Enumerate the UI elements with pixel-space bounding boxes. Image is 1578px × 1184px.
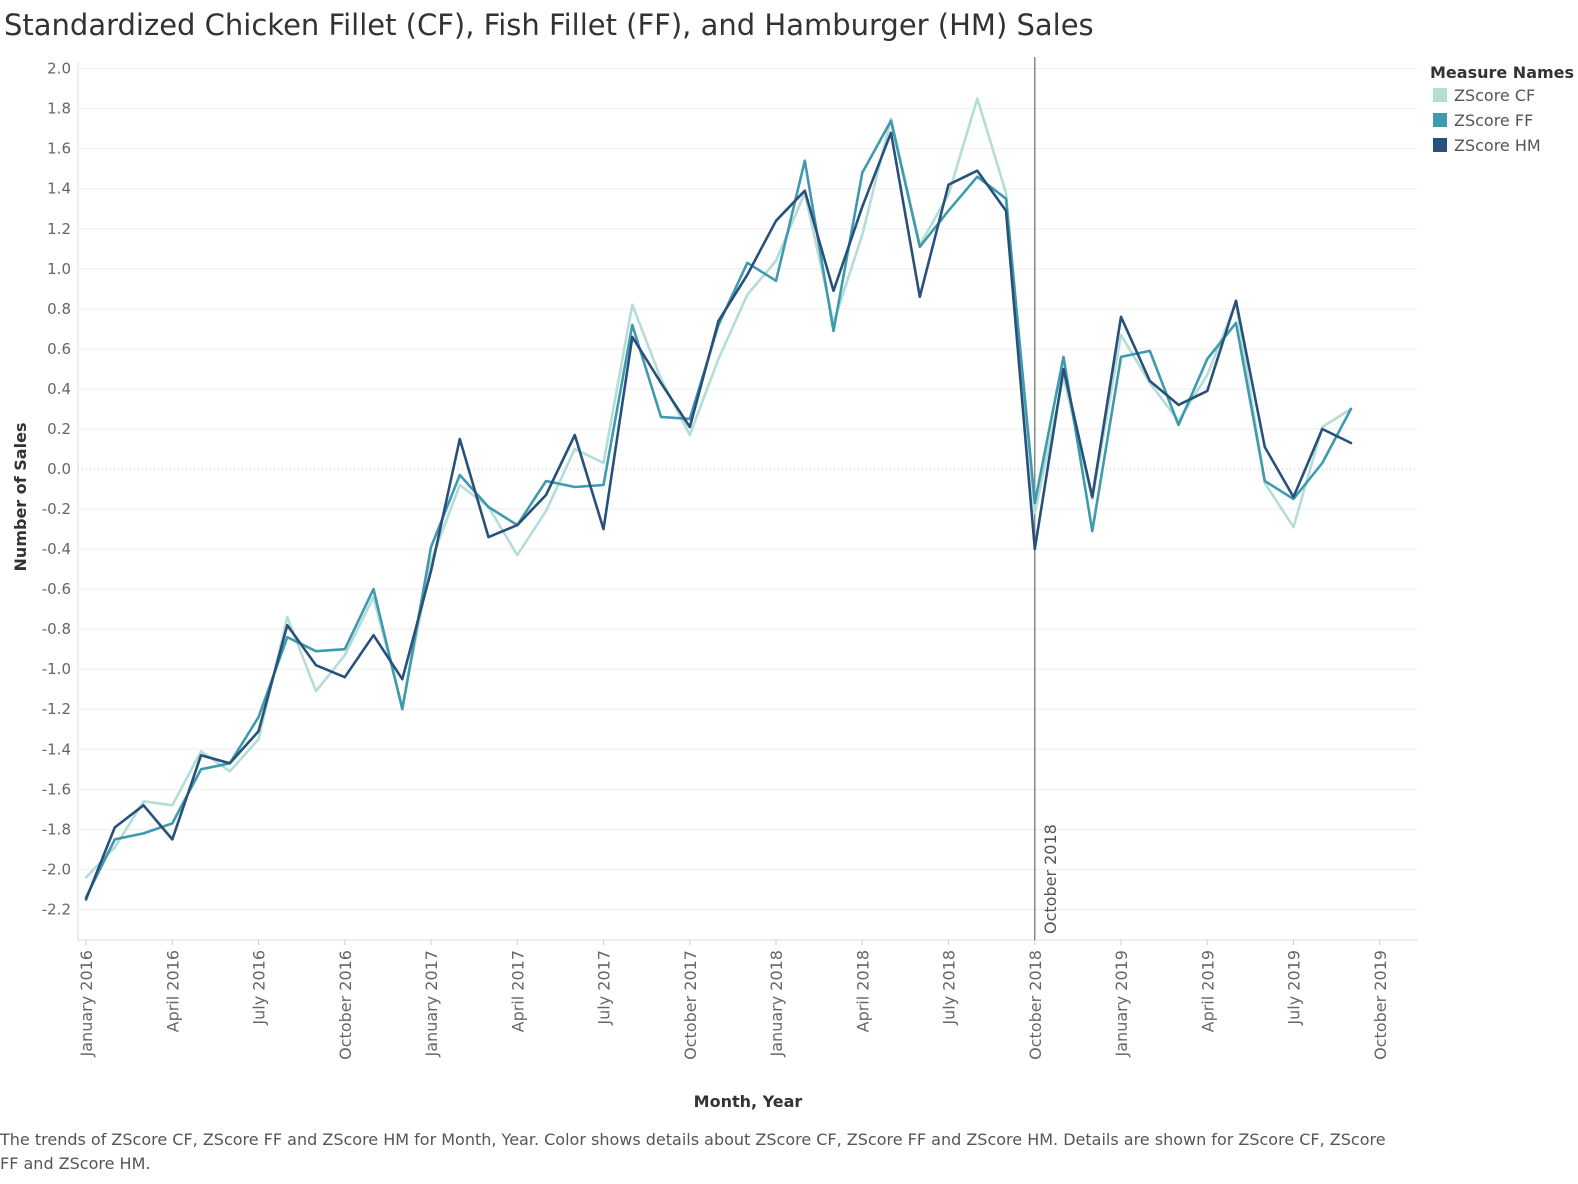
y-tick-label: -1.0: [42, 660, 71, 678]
reference-line-label: October 2018: [1041, 824, 1060, 934]
legend-swatch[interactable]: [1433, 138, 1447, 152]
x-axis-title: Month, Year: [694, 1092, 803, 1111]
y-tick-label: -2.0: [42, 860, 71, 878]
y-tick-label: 2.0: [47, 60, 71, 78]
y-tick-label: -1.6: [42, 780, 71, 798]
y-tick-label: -2.2: [42, 900, 71, 918]
y-tick-label: -1.2: [42, 700, 71, 718]
x-tick-label: July 2019: [1285, 950, 1304, 1026]
y-tick-label: 1.0: [47, 260, 71, 278]
y-tick-label: 1.8: [47, 100, 71, 118]
x-tick-label: October 2016: [336, 950, 355, 1060]
legend-swatch[interactable]: [1433, 113, 1447, 127]
x-tick-label: April 2018: [853, 950, 872, 1032]
x-tick-label: October 2019: [1371, 950, 1390, 1060]
x-tick-label: January 2018: [767, 950, 786, 1057]
y-tick-label: 0.6: [47, 340, 71, 358]
y-tick-label: 1.4: [47, 180, 71, 198]
chart-title: Standardized Chicken Fillet (CF), Fish F…: [4, 8, 1094, 42]
legend-label[interactable]: ZScore FF: [1454, 111, 1533, 130]
y-tick-label: -1.4: [42, 740, 71, 758]
grid-layer: [78, 68, 1418, 910]
series-line-zscore-cf[interactable]: [84, 97, 1353, 879]
x-tick-label: October 2017: [681, 950, 700, 1060]
x-tick-label: January 2019: [1112, 950, 1131, 1057]
y-tick-label: -1.8: [42, 820, 71, 838]
y-axis-title: Number of Sales: [11, 423, 30, 572]
x-tick-label: July 2016: [250, 950, 269, 1026]
y-tick-label: -0.6: [42, 580, 71, 598]
y-tick-label: 1.6: [47, 140, 71, 158]
series-line-zscore-hm[interactable]: [84, 131, 1353, 901]
x-tick-label: October 2018: [1026, 950, 1045, 1060]
x-axis: January 2016 April 2016 July 2016 October 2…: [77, 939, 1418, 1060]
legend-swatch[interactable]: [1433, 88, 1447, 102]
legend-title: Measure Names: [1430, 63, 1574, 82]
x-tick-label: April 2017: [508, 950, 527, 1032]
y-tick-label: 0.8: [47, 300, 71, 318]
x-tick-label: January 2017: [422, 950, 441, 1057]
y-tick-label: -0.8: [42, 620, 71, 638]
line-chart: 2.0 1.8 1.6 1.4 1.2 1.0 0.8 0.6 0.4 0.2 0.0 -0.2 -0.…: [11, 57, 1574, 1111]
series-layer: [84, 97, 1353, 901]
legend: Measure Names ZScore CF ZScore FF ZScore H…: [1430, 63, 1574, 155]
y-tick-label: -0.4: [42, 540, 71, 558]
x-tick-label: July 2017: [595, 950, 614, 1026]
y-tick-label: 0.4: [47, 380, 71, 398]
y-axis: 2.0 1.8 1.6 1.4 1.2 1.0 0.8 0.6 0.4 0.2 0.0 -0.2 -0.…: [42, 60, 79, 940]
legend-label[interactable]: ZScore CF: [1454, 86, 1535, 105]
y-tick-label: -0.2: [42, 500, 71, 518]
caption: The trends of ZScore CF, ZScore FF and Z…: [0, 1130, 1386, 1173]
y-tick-label: 0.2: [47, 420, 71, 438]
x-tick-label: April 2019: [1198, 950, 1217, 1032]
x-tick-label: April 2016: [163, 950, 182, 1032]
x-tick-label: July 2018: [940, 950, 959, 1026]
y-tick-label: 0.0: [47, 460, 71, 478]
y-tick-label: 1.2: [47, 220, 71, 238]
x-tick-label: January 2016: [77, 950, 96, 1057]
legend-label[interactable]: ZScore HM: [1454, 136, 1541, 155]
